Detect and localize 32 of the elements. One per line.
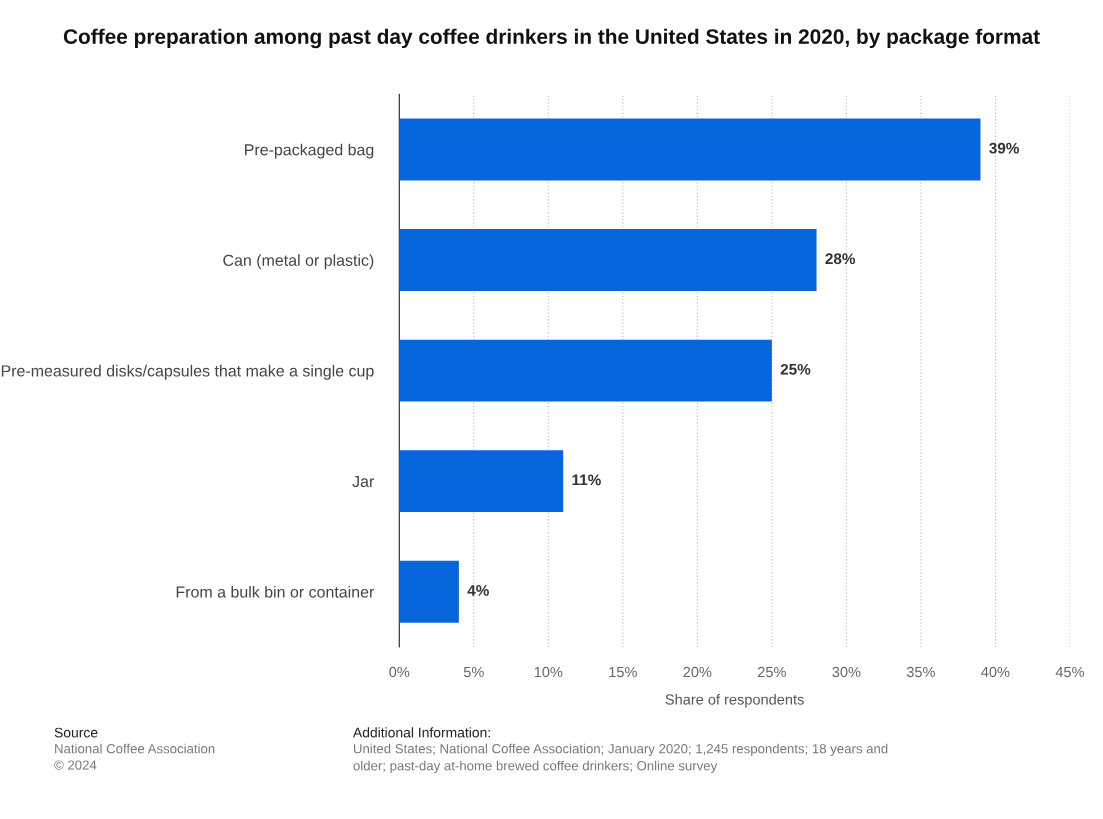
y-tick-label: Pre-measured disks/capsules that make a single cup (1, 364, 374, 380)
data-label: 28% (825, 253, 856, 265)
text: National Coffee Association (55, 743, 215, 754)
text: © 2024 (54, 760, 97, 770)
data-label: 25% (780, 363, 811, 375)
x-tick-label: 30% (832, 666, 861, 678)
bar (399, 118, 981, 181)
x-tick-label: 20% (683, 666, 712, 678)
x-tick-label: 45% (1055, 666, 1084, 678)
data-label: 4% (467, 585, 489, 596)
data-label: 39% (989, 142, 1019, 154)
x-tick-label: 15% (609, 666, 637, 678)
data-label: 11% (572, 474, 601, 486)
text: Source (54, 727, 98, 738)
x-axis-title: Share of respondents (665, 693, 804, 708)
x-tick-label: 40% (981, 666, 1010, 678)
x-tick-label: 10% (534, 666, 563, 678)
y-tick-label: Jar (352, 475, 375, 488)
y-tick-label: From a bulk bin or container (176, 585, 375, 598)
text: Additional Information: (352, 727, 490, 738)
x-tick-label: 35% (906, 666, 935, 678)
bar (399, 450, 564, 513)
text: United States; National Coffee Association; January 2020; 1,245 respondents; 18 years and older; past-day at-home brewed coffee drinkers; Online survey (353, 743, 888, 774)
x-tick-label: 25% (758, 666, 786, 678)
y-tick-label: Can (metal or plastic) (223, 254, 374, 270)
bar (399, 229, 817, 291)
chart-title: Coffee preparation among past day coffee drinkers in the United States in 2020, by package format (63, 28, 1040, 49)
x-tick-label: 5% (463, 666, 484, 678)
x-tick-label: 0% (389, 666, 410, 678)
y-tick-label: Pre-packaged bag (245, 143, 374, 159)
bar (399, 339, 772, 402)
bar (399, 560, 459, 623)
